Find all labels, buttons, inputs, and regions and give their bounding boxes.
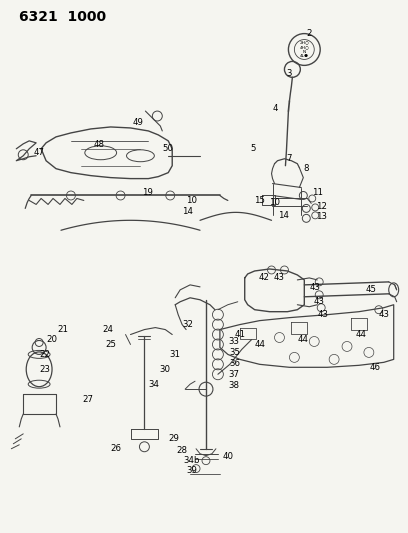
Text: 14: 14 xyxy=(278,211,289,220)
Text: 3: 3 xyxy=(287,69,292,78)
Text: 43: 43 xyxy=(314,297,325,306)
Text: 12: 12 xyxy=(316,202,327,211)
Text: 31: 31 xyxy=(170,350,181,359)
Text: 46: 46 xyxy=(369,363,380,372)
Text: 21: 21 xyxy=(58,325,69,334)
Text: 25: 25 xyxy=(105,340,116,349)
Text: 42: 42 xyxy=(258,273,269,282)
Text: 40: 40 xyxy=(222,452,233,461)
Text: 15: 15 xyxy=(254,196,265,205)
Text: 43: 43 xyxy=(310,284,321,293)
Text: 34b: 34b xyxy=(184,456,200,465)
Text: 4: 4 xyxy=(273,103,278,112)
Text: 44: 44 xyxy=(355,330,366,339)
Text: 28: 28 xyxy=(177,446,188,455)
Text: 50: 50 xyxy=(163,144,174,154)
Text: 6321  1000: 6321 1000 xyxy=(19,10,106,24)
Text: 20: 20 xyxy=(47,335,58,344)
Text: 33: 33 xyxy=(228,337,239,346)
Text: 39: 39 xyxy=(186,466,197,475)
Text: 43: 43 xyxy=(274,273,285,282)
Text: 24: 24 xyxy=(102,325,113,334)
Text: 47: 47 xyxy=(33,148,44,157)
Text: 11: 11 xyxy=(312,188,323,197)
Text: 35: 35 xyxy=(229,348,240,357)
Text: 32: 32 xyxy=(183,320,194,329)
Text: 26: 26 xyxy=(110,444,121,453)
Text: 2H○
4H○
N
4L●: 2H○ 4H○ N 4L● xyxy=(299,41,309,59)
Text: 38: 38 xyxy=(228,381,239,390)
Text: 19: 19 xyxy=(142,188,153,197)
Text: 49: 49 xyxy=(133,118,144,127)
Text: 13: 13 xyxy=(316,212,327,221)
Text: 23: 23 xyxy=(40,365,51,374)
Text: 45: 45 xyxy=(365,285,376,294)
Text: 37: 37 xyxy=(228,370,239,379)
Text: 10: 10 xyxy=(269,198,280,207)
Text: 29: 29 xyxy=(169,434,180,443)
Text: 2: 2 xyxy=(306,29,312,38)
Text: 7: 7 xyxy=(287,154,292,163)
Text: 34: 34 xyxy=(149,379,160,389)
Text: 44: 44 xyxy=(254,340,265,349)
Text: 22: 22 xyxy=(40,350,51,359)
Text: 48: 48 xyxy=(93,140,104,149)
Text: 43: 43 xyxy=(378,310,389,319)
Text: 10: 10 xyxy=(186,196,197,205)
Text: 30: 30 xyxy=(160,365,171,374)
Text: 41: 41 xyxy=(234,330,245,339)
Text: 36: 36 xyxy=(229,359,240,368)
Text: 5: 5 xyxy=(250,144,255,154)
Text: 44: 44 xyxy=(298,335,309,344)
Text: 14: 14 xyxy=(182,207,193,216)
Text: 8: 8 xyxy=(304,164,309,173)
Text: 43: 43 xyxy=(318,310,329,319)
Text: 27: 27 xyxy=(82,394,93,403)
